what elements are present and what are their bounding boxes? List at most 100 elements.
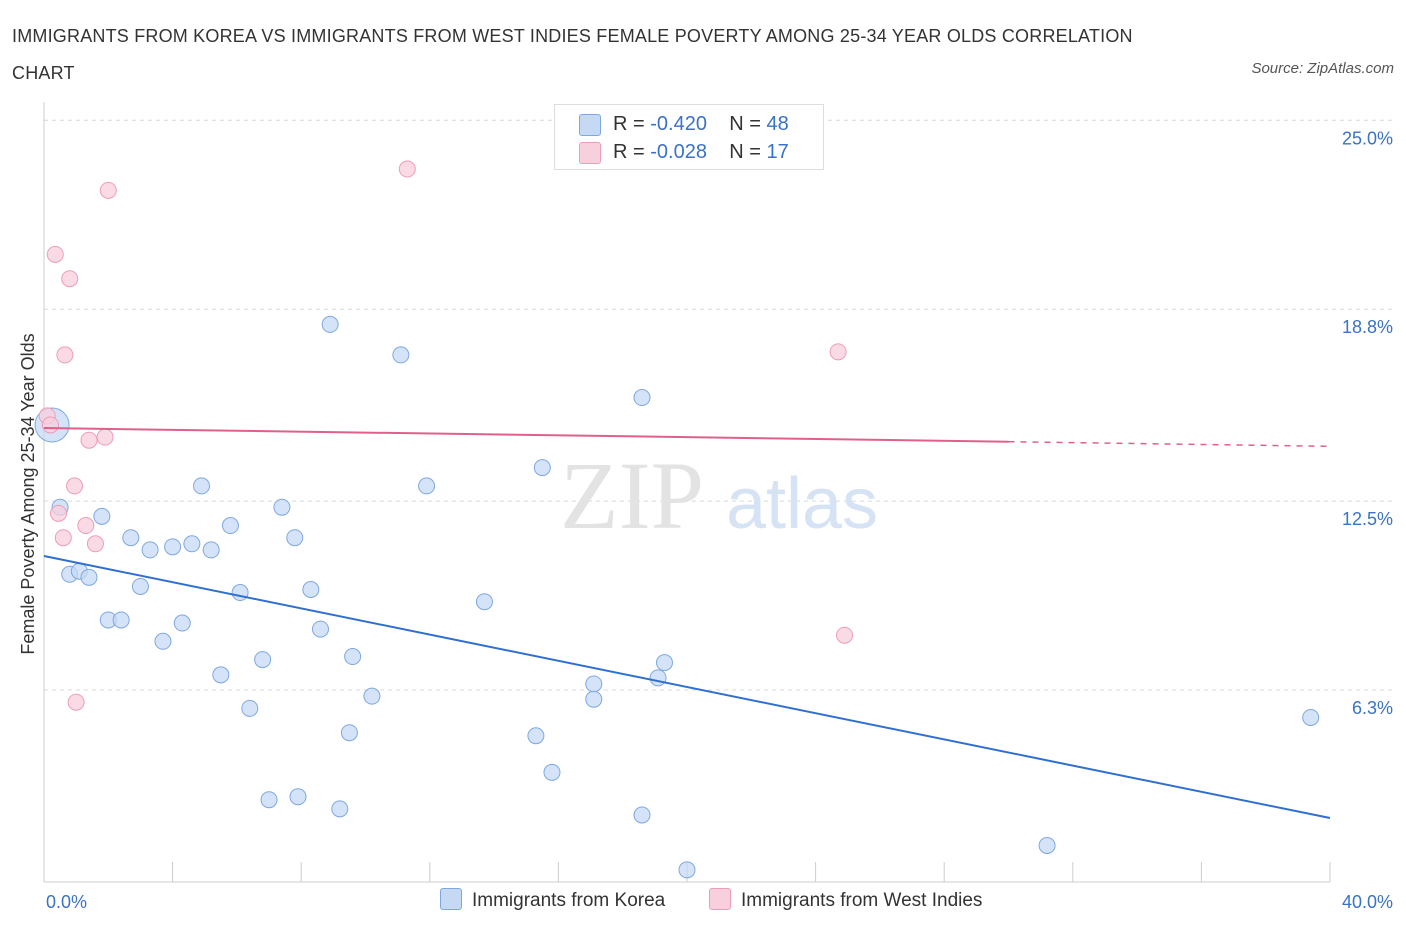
korea-point (122, 529, 140, 547)
axes (43, 102, 1331, 883)
korea-point (112, 611, 130, 629)
grid-lines (44, 119, 1394, 691)
korea-point (633, 389, 651, 407)
legend-r-value-korea: -0.420 (650, 113, 707, 135)
west-indies-point (49, 504, 67, 522)
korea-point (212, 666, 230, 684)
west-indies-trend-extension (1008, 440, 1331, 448)
korea-point (80, 568, 98, 586)
korea-point (649, 669, 667, 687)
korea-point (164, 538, 182, 556)
korea-point (273, 498, 291, 516)
korea-point (655, 654, 673, 672)
legend-swatch-korea (579, 114, 601, 136)
west-indies-point (398, 160, 416, 178)
west-indies-point (86, 535, 104, 553)
korea-point (221, 517, 239, 535)
korea-trend-line (43, 555, 1331, 819)
korea-point (93, 507, 111, 525)
west-indies-point (54, 529, 72, 547)
korea-point (678, 861, 696, 879)
korea-point (289, 788, 307, 806)
korea-point (260, 791, 278, 809)
korea-point (340, 724, 358, 742)
korea-point (1038, 836, 1056, 854)
korea-point (173, 614, 191, 632)
west-indies-point (61, 270, 79, 288)
legend-n-value-west-indies: 17 (766, 141, 789, 163)
y-tick-label: 12.5% (1342, 509, 1393, 529)
korea-point (585, 675, 603, 693)
y-axis-label: Female Poverty Among 25-34 Year Olds (18, 333, 38, 654)
korea-point (183, 535, 201, 553)
korea-point (1302, 708, 1320, 726)
legend-r-label: R = (613, 113, 645, 135)
korea-point (131, 577, 149, 595)
y-tick-label: 6.3% (1352, 698, 1393, 718)
chart-title: IMMIGRANTS FROM KOREA VS IMMIGRANTS FROM… (12, 26, 1133, 83)
west-indies-points (38, 160, 854, 711)
korea-point (331, 800, 349, 818)
bottom-legend-swatch-west-indies (709, 888, 731, 910)
y-tick-label: 25.0% (1342, 128, 1393, 148)
korea-point (202, 541, 220, 559)
legend-n-label: N = (729, 113, 761, 135)
korea-point (363, 687, 381, 705)
legend-text-korea: R = -0.420 N = 48 (613, 110, 789, 138)
tick-labels: 6.3% 12.5% 18.8% 25.0% 0.0% 40.0% (46, 128, 1393, 912)
korea-point (311, 620, 329, 638)
legend-r-value-west-indies: -0.028 (650, 141, 707, 163)
korea-point (231, 584, 249, 602)
korea-point (286, 529, 304, 547)
korea-point (633, 806, 651, 824)
legend-r-label: R = (613, 141, 645, 163)
x-tick-label-max: 40.0% (1342, 892, 1393, 912)
korea-point (527, 727, 545, 745)
legend-swatch-west-indies (579, 142, 601, 164)
bottom-legend-label-korea: Immigrants from Korea (472, 890, 666, 911)
bottom-legend-korea: Immigrants from Korea (440, 888, 665, 912)
bottom-legend-label-west-indies: Immigrants from West Indies (741, 890, 983, 911)
watermark-zip: ZIP (560, 442, 704, 549)
source-label: Source: ZipAtlas.com (1251, 60, 1394, 77)
korea-point (392, 346, 410, 364)
correlation-legend: R = -0.420 N = 48 R = -0.028 N = 17 (554, 104, 824, 170)
west-indies-point (56, 346, 74, 364)
korea-points (34, 315, 1320, 879)
korea-point (193, 477, 211, 495)
bottom-legend-swatch-korea (440, 888, 462, 910)
west-indies-point (96, 428, 114, 446)
korea-point (241, 699, 259, 717)
trend-lines (43, 427, 1331, 819)
korea-point (141, 541, 159, 559)
y-tick-label: 18.8% (1342, 317, 1393, 337)
west-indies-point (46, 245, 64, 263)
legend-text-west-indies: R = -0.028 N = 17 (613, 138, 789, 166)
watermark: ZIP atlas (560, 442, 878, 549)
legend-n-label: N = (729, 141, 761, 163)
west-indies-point (836, 626, 854, 644)
korea-point (154, 632, 172, 650)
korea-point (302, 581, 320, 598)
korea-point (254, 651, 272, 669)
west-indies-point (80, 431, 98, 449)
korea-point (543, 763, 561, 781)
watermark-atlas: atlas (726, 464, 878, 544)
korea-point (418, 477, 436, 495)
west-indies-point (77, 517, 95, 535)
x-tick-label-min: 0.0% (46, 892, 87, 912)
bottom-legend-west-indies: Immigrants from West Indies (709, 888, 982, 912)
legend-n-value-korea: 48 (766, 113, 789, 135)
west-indies-point (99, 181, 117, 199)
west-indies-point (41, 416, 59, 434)
west-indies-trend-line (43, 427, 1009, 443)
west-indies-point (829, 343, 847, 361)
korea-point (585, 690, 603, 708)
korea-point (344, 648, 362, 666)
korea-point (533, 459, 551, 477)
korea-point (321, 315, 339, 333)
korea-point (475, 593, 493, 611)
west-indies-point (66, 477, 84, 495)
west-indies-point (67, 693, 85, 711)
